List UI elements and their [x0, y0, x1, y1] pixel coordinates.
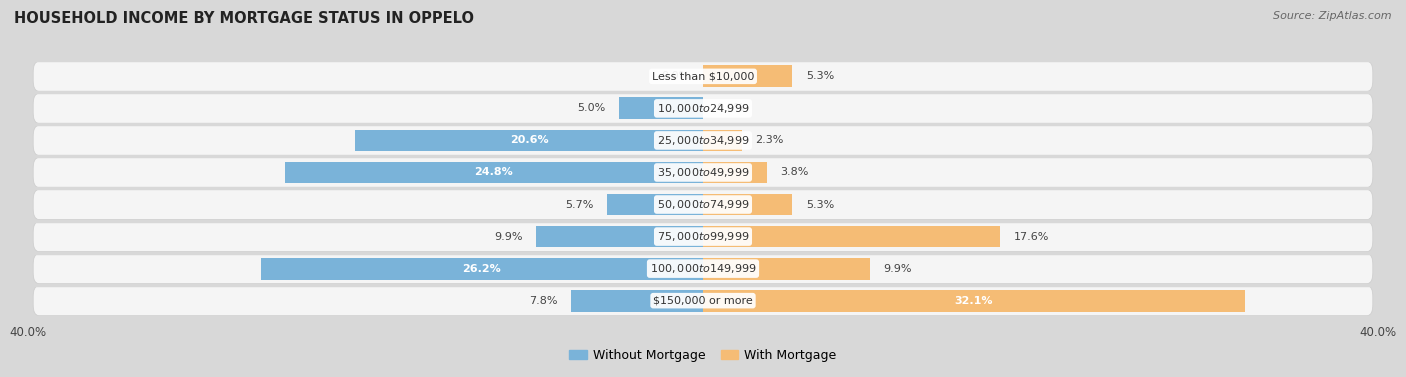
Bar — [619, 98, 703, 119]
FancyBboxPatch shape — [34, 61, 1372, 91]
Text: Source: ZipAtlas.com: Source: ZipAtlas.com — [1274, 11, 1392, 21]
Bar — [703, 130, 742, 151]
Bar — [703, 290, 1244, 311]
Text: 5.0%: 5.0% — [576, 103, 605, 113]
Text: 32.1%: 32.1% — [955, 296, 993, 306]
FancyBboxPatch shape — [34, 93, 1372, 123]
Text: $35,000 to $49,999: $35,000 to $49,999 — [657, 166, 749, 179]
Text: 3.8%: 3.8% — [780, 167, 808, 178]
Text: 24.8%: 24.8% — [474, 167, 513, 178]
Text: HOUSEHOLD INCOME BY MORTGAGE STATUS IN OPPELO: HOUSEHOLD INCOME BY MORTGAGE STATUS IN O… — [14, 11, 474, 26]
Bar — [703, 226, 1000, 247]
Bar — [571, 290, 703, 311]
Text: 2.3%: 2.3% — [755, 135, 783, 146]
Bar — [703, 258, 870, 279]
FancyBboxPatch shape — [34, 158, 1372, 187]
FancyBboxPatch shape — [34, 254, 1372, 284]
Text: $50,000 to $74,999: $50,000 to $74,999 — [657, 198, 749, 211]
FancyBboxPatch shape — [34, 190, 1372, 219]
Text: 5.3%: 5.3% — [806, 71, 834, 81]
Text: 9.9%: 9.9% — [494, 231, 523, 242]
FancyBboxPatch shape — [34, 222, 1372, 251]
Bar — [703, 194, 793, 215]
Text: 0.0%: 0.0% — [717, 103, 745, 113]
Bar — [284, 162, 703, 183]
Text: $150,000 or more: $150,000 or more — [654, 296, 752, 306]
Text: 7.8%: 7.8% — [530, 296, 558, 306]
Text: $100,000 to $149,999: $100,000 to $149,999 — [650, 262, 756, 275]
Bar — [703, 66, 793, 87]
Text: $10,000 to $24,999: $10,000 to $24,999 — [657, 102, 749, 115]
Bar — [536, 226, 703, 247]
Text: 9.9%: 9.9% — [883, 264, 912, 274]
Bar — [703, 162, 768, 183]
Bar — [607, 194, 703, 215]
Text: 20.6%: 20.6% — [510, 135, 548, 146]
Text: 26.2%: 26.2% — [463, 264, 502, 274]
Bar — [262, 258, 703, 279]
FancyBboxPatch shape — [34, 286, 1372, 316]
Text: $75,000 to $99,999: $75,000 to $99,999 — [657, 230, 749, 243]
Text: 5.7%: 5.7% — [565, 199, 593, 210]
Text: 0.0%: 0.0% — [661, 71, 689, 81]
FancyBboxPatch shape — [34, 126, 1372, 155]
Text: Less than $10,000: Less than $10,000 — [652, 71, 754, 81]
Text: 5.3%: 5.3% — [806, 199, 834, 210]
Bar — [356, 130, 703, 151]
Legend: Without Mortgage, With Mortgage: Without Mortgage, With Mortgage — [564, 344, 842, 367]
Text: 17.6%: 17.6% — [1014, 231, 1049, 242]
Text: $25,000 to $34,999: $25,000 to $34,999 — [657, 134, 749, 147]
